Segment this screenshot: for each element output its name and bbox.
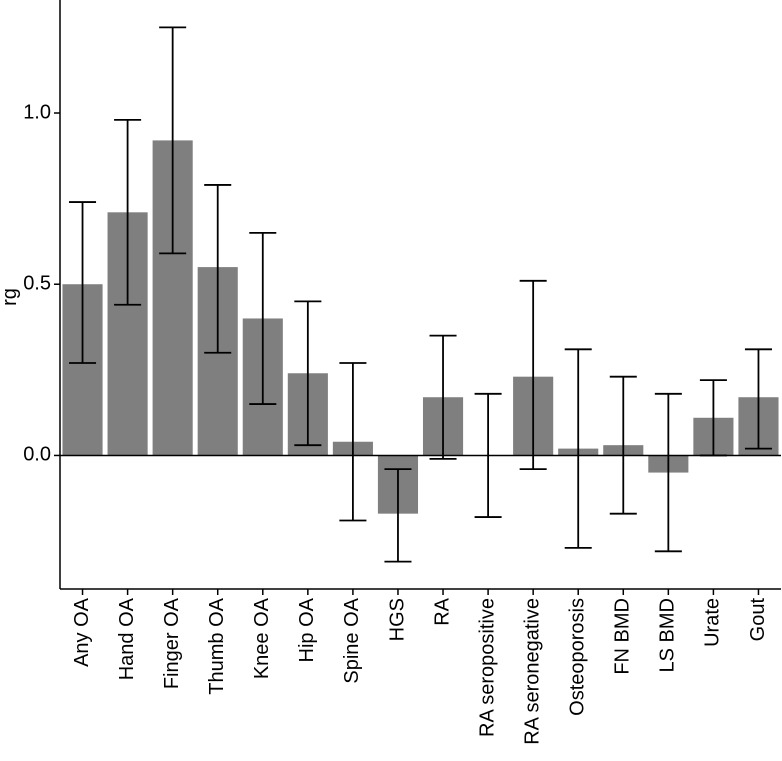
x-tick-label-0: Any OA: [71, 597, 93, 667]
error-bar-8: [429, 334, 457, 460]
x-ticks: Any OA Hand OA Finger OA Thumb OA Knee OA Hip…: [71, 589, 769, 745]
y-axis-title: rg: [0, 288, 21, 306]
x-tick-label-1: Hand OA: [116, 597, 138, 680]
error-bars-layer: [69, 26, 772, 563]
x-tick-label-14: Urate: [702, 598, 724, 647]
x-tick-label-12: FN BMD: [612, 598, 634, 675]
y-tick-label-2: 1.0: [23, 101, 51, 123]
y-tick-label-0: 0.0: [23, 444, 51, 466]
x-tick-label-6: Spine OA: [341, 597, 363, 683]
error-bar-0: [69, 201, 97, 364]
error-bar-12: [609, 375, 637, 515]
y-ticks: 0.0 0.5 1.0: [23, 101, 60, 466]
error-bar-15: [744, 348, 772, 450]
x-tick-label-4: Knee OA: [251, 597, 273, 679]
bars-layer: [62, 140, 779, 514]
error-bar-5: [294, 300, 322, 447]
x-tick-label-7: HGS: [386, 598, 408, 641]
error-bar-6: [339, 362, 367, 522]
x-tick-label-15: Gout: [747, 598, 769, 642]
y-tick-label-1: 0.5: [23, 273, 51, 295]
x-tick-label-9: RA seropositive: [476, 598, 498, 737]
x-tick-label-8: RA: [431, 597, 453, 625]
error-bar-3: [204, 184, 232, 354]
error-bar-10: [519, 279, 547, 471]
x-tick-label-3: Thumb OA: [206, 597, 228, 694]
x-tick-label-5: Hip OA: [296, 597, 318, 662]
error-bar-4: [249, 231, 277, 405]
error-bar-1: [114, 118, 142, 306]
error-bar-13: [654, 392, 682, 553]
x-tick-label-13: LS BMD: [657, 598, 679, 672]
error-bar-7: [384, 468, 412, 563]
x-tick-label-11: Osteoporosis: [567, 598, 589, 716]
x-tick-label-10: RA seronegative: [521, 598, 543, 745]
error-bar-2: [159, 26, 187, 255]
error-bar-11: [564, 348, 592, 549]
x-tick-label-2: Finger OA: [161, 597, 183, 689]
